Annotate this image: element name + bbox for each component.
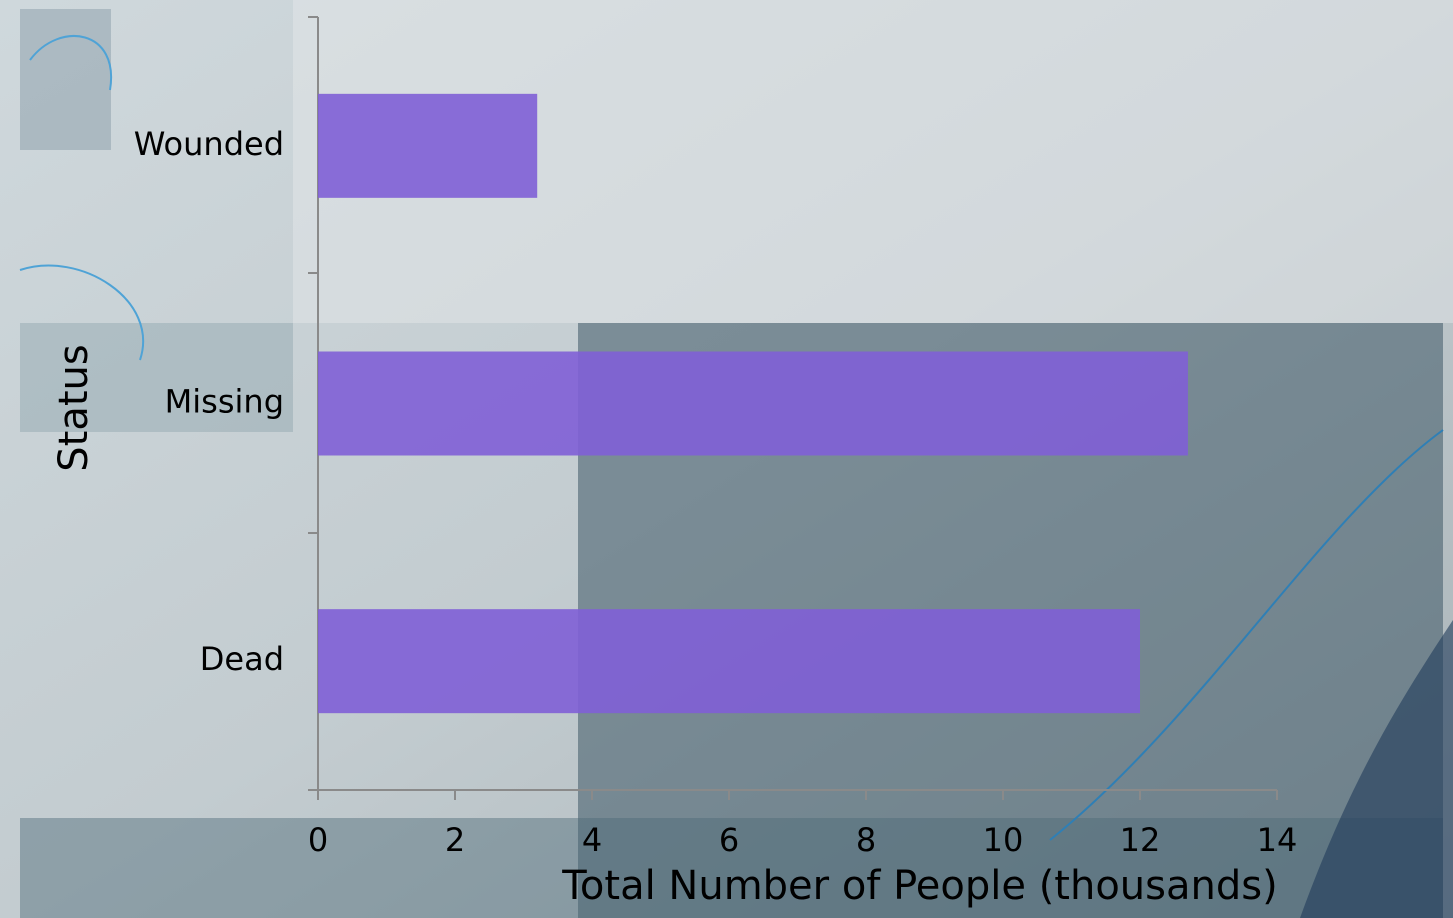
x-tick-label: 12 <box>1120 821 1161 859</box>
x-tick-label: 10 <box>983 821 1024 859</box>
bar <box>318 351 1188 456</box>
bg-panel <box>20 323 293 432</box>
y-tick-label: Wounded <box>134 125 284 163</box>
x-tick-label: 6 <box>719 821 739 859</box>
x-tick-label: 8 <box>856 821 876 859</box>
y-tick-label: Missing <box>165 383 284 421</box>
decoration <box>1049 429 1444 841</box>
bg-panel <box>20 818 1443 918</box>
x-tick-label: 2 <box>445 821 465 859</box>
decoration <box>1300 620 1453 918</box>
y-axis-title: Status <box>51 344 97 471</box>
bg-panel <box>20 9 111 150</box>
x-tick-label: 14 <box>1257 821 1298 859</box>
bar <box>318 93 538 198</box>
x-axis-title: Total Number of People (thousands) <box>561 863 1277 909</box>
decoration <box>19 35 144 361</box>
y-tick-label: Dead <box>200 640 284 678</box>
bar <box>318 609 1140 714</box>
x-tick-label: 0 <box>308 821 328 859</box>
x-tick-label: 4 <box>582 821 602 859</box>
